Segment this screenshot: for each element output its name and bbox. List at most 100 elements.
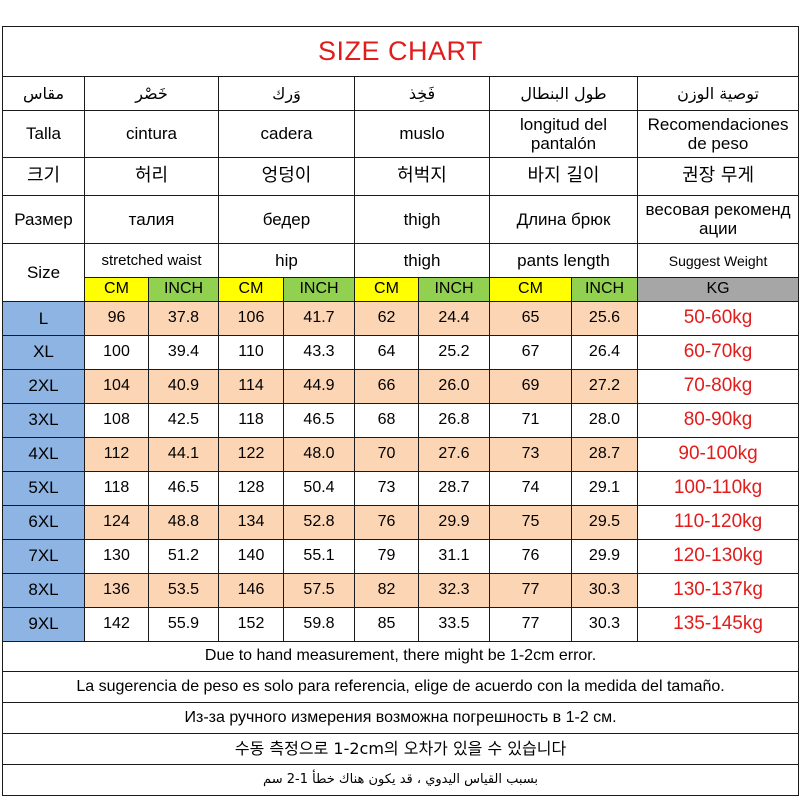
note-text-ar: بسبب القياس اليدوي ، قد يكون هناك خطأ 1-…: [1, 764, 800, 796]
header-pants-length-ru: Длина брюк: [489, 194, 638, 245]
header-pants-length-es: longitud del pantalón: [489, 110, 638, 158]
measurement-cell: 67: [489, 334, 572, 370]
measurement-cell: 79: [354, 538, 419, 574]
table-row: XL 100 39.4 110 43.3 64 25.2 67 26.4 60-70kg: [2, 334, 800, 370]
measurement-cell: 100: [84, 334, 149, 370]
header-thigh-ko: 허벅지: [354, 156, 490, 196]
header-row-ko: 크기 허리 엉덩이 허벅지 바지 길이 권장 무게: [2, 156, 800, 196]
table-row: 7XL 130 51.2 140 55.1 79 31.1 76 29.9 120-130kg: [2, 538, 800, 574]
unit-inch-3: INCH: [283, 277, 355, 302]
header-thigh-ar: فَخِذ: [354, 76, 490, 112]
chart-title: SIZE CHART: [1, 25, 800, 78]
measurement-cell: 146: [218, 572, 284, 608]
header-size-ko: 크기: [2, 156, 85, 196]
measurement-cell: 74: [489, 470, 572, 506]
weight-cell: 90-100kg: [636, 436, 800, 472]
unit-cm-0: CM: [84, 277, 149, 302]
measurement-cell: 29.9: [418, 504, 490, 540]
measurement-cell: 28.7: [571, 436, 638, 472]
note-row-es: La sugerencia de peso es solo para refer…: [1, 671, 800, 704]
header-thigh-es: muslo: [354, 110, 490, 158]
unit-inch-1: INCH: [148, 277, 219, 302]
header-size-en: Size: [2, 243, 85, 302]
measurement-cell: 114: [218, 368, 284, 404]
measurement-cell: 27.6: [418, 436, 490, 472]
size-label: 3XL: [2, 402, 85, 438]
measurement-cell: 28.7: [418, 470, 490, 506]
unit-cm-4: CM: [354, 277, 419, 302]
measurement-cell: 77: [489, 606, 572, 642]
header-waist-es: cintura: [84, 110, 219, 158]
table-row: 6XL 124 48.8 134 52.8 76 29.9 75 29.5 110-120kg: [2, 504, 800, 540]
measurement-cell: 134: [218, 504, 284, 540]
header-waist-en: stretched waist: [84, 243, 219, 279]
weight-cell: 120-130kg: [636, 538, 800, 574]
measurement-cell: 27.2: [571, 368, 638, 404]
measurement-cell: 122: [218, 436, 284, 472]
measurement-cell: 64: [354, 334, 419, 370]
measurement-cell: 46.5: [283, 402, 355, 438]
size-label: L: [2, 300, 85, 336]
measurement-cell: 43.3: [283, 334, 355, 370]
measurement-cell: 124: [84, 504, 149, 540]
measurement-cell: 31.1: [418, 538, 490, 574]
measurement-cell: 104: [84, 368, 149, 404]
measurement-cell: 70: [354, 436, 419, 472]
measurement-cell: 75: [489, 504, 572, 540]
measurement-cell: 30.3: [571, 606, 638, 642]
measurement-cell: 48.8: [148, 504, 219, 540]
measurement-cell: 55.9: [148, 606, 219, 642]
measurement-cell: 108: [84, 402, 149, 438]
weight-cell: 130-137kg: [636, 572, 800, 608]
header-weight-en: Suggest Weight: [636, 243, 800, 279]
measurement-cell: 26.4: [571, 334, 638, 370]
measurement-cell: 29.9: [571, 538, 638, 574]
measurement-cell: 130: [84, 538, 149, 574]
measurement-cell: 28.0: [571, 402, 638, 438]
measurement-cell: 39.4: [148, 334, 219, 370]
measurement-cell: 106: [218, 300, 284, 336]
header-hip-en: hip: [218, 243, 355, 279]
measurement-cell: 41.7: [283, 300, 355, 336]
measurement-cell: 25.6: [571, 300, 638, 336]
unit-kg-8: KG: [636, 277, 800, 302]
measurement-cell: 136: [84, 572, 149, 608]
measurement-cell: 65: [489, 300, 572, 336]
measurement-cell: 76: [489, 538, 572, 574]
measurement-cell: 62: [354, 300, 419, 336]
note-text-ru: Из-за ручного измерения возможна погрешн…: [1, 702, 800, 735]
weight-cell: 80-90kg: [636, 402, 800, 438]
note-text-es: La sugerencia de peso es solo para refer…: [1, 671, 800, 704]
header-size-es: Talla: [2, 110, 85, 158]
measurement-cell: 42.5: [148, 402, 219, 438]
table-row: 8XL 136 53.5 146 57.5 82 32.3 77 30.3 130-137kg: [2, 572, 800, 608]
header-row-ru: Размер талия бедер thigh Длина брюк весовая р…: [2, 194, 800, 245]
measurement-cell: 73: [489, 436, 572, 472]
header-row-en: Size stretched waist hip thigh pants length S…: [2, 243, 800, 302]
header-hip-ru: бедер: [218, 194, 355, 245]
table-row: 5XL 118 46.5 128 50.4 73 28.7 74 29.1 100-110kg: [2, 470, 800, 506]
measurement-cell: 152: [218, 606, 284, 642]
header-thigh-en: thigh: [354, 243, 490, 279]
measurement-cell: 82: [354, 572, 419, 608]
header-weight-es: Recomendaciones de peso: [636, 110, 800, 158]
measurement-cell: 46.5: [148, 470, 219, 506]
measurement-cell: 71: [489, 402, 572, 438]
measurement-cell: 118: [218, 402, 284, 438]
weight-cell: 110-120kg: [636, 504, 800, 540]
unit-cm-6: CM: [489, 277, 572, 302]
note-row-ru: Из-за ручного измерения возможна погрешн…: [1, 702, 800, 735]
size-label: 6XL: [2, 504, 85, 540]
measurement-cell: 30.3: [571, 572, 638, 608]
measurement-cell: 118: [84, 470, 149, 506]
measurement-cell: 68: [354, 402, 419, 438]
measurement-cell: 142: [84, 606, 149, 642]
measurement-cell: 29.5: [571, 504, 638, 540]
measurement-cell: 55.1: [283, 538, 355, 574]
header-hip-ko: 엉덩이: [218, 156, 355, 196]
measurement-cell: 112: [84, 436, 149, 472]
weight-cell: 135-145kg: [636, 606, 800, 642]
measurement-cell: 53.5: [148, 572, 219, 608]
measurement-cell: 24.4: [418, 300, 490, 336]
header-hip-es: cadera: [218, 110, 355, 158]
